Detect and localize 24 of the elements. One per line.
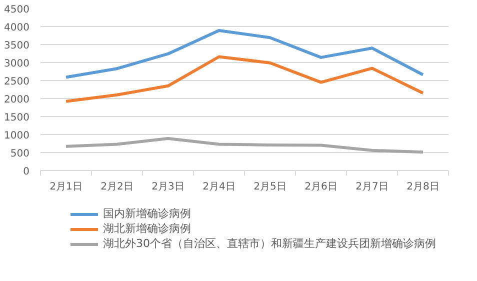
y-tick-label: 3000 [4,58,30,70]
line-series [64,28,424,79]
x-tick-label: 2月2日 [100,182,134,192]
x-tick-label: 2月5日 [254,182,286,192]
y-tick-label: 2500 [4,76,30,88]
legend-label: 湖北外30个省（自治区、直辖市）和新疆生产建设兵团新增确诊病例 [103,236,436,251]
x-tick-label: 2月7日 [356,182,388,192]
y-tick-label: 4500 [4,4,30,16]
x-tick-label: 2月8日 [406,182,440,192]
y-tick-label: 1500 [4,112,30,124]
legend-label: 国内新增确诊病例 [103,206,191,221]
x-tick-label: 2月3日 [152,182,184,192]
line-series [64,55,424,103]
y-tick-label: 1000 [4,130,30,142]
y-tick-label: 4000 [4,22,30,34]
x-tick-label: 2月6日 [304,182,338,192]
line-series [64,136,424,154]
y-tick-label: 3500 [4,40,30,52]
y-tick-label: 500 [10,148,30,160]
x-tick-label: 2月4日 [202,182,236,192]
y-tick-label: 0 [23,166,30,178]
x-tick-label: 2月1日 [50,182,82,192]
y-tick-label: 2000 [4,94,30,106]
legend-label: 湖北新增确诊病例 [103,221,191,236]
